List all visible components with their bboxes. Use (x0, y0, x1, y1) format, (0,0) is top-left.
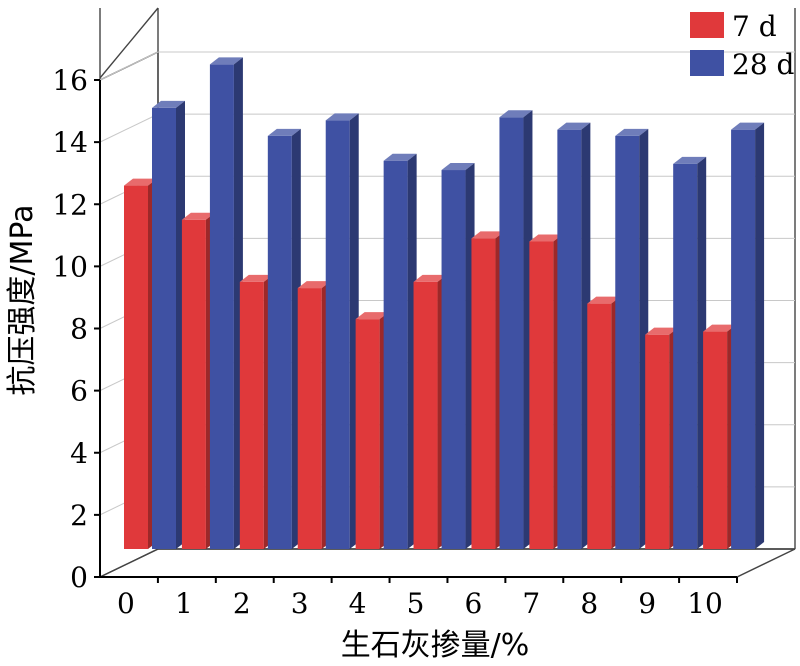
x-tick-label: 10 (687, 587, 723, 620)
bar-top (471, 231, 505, 239)
chart-bars (124, 57, 765, 550)
bar-top (529, 234, 563, 242)
y-tick-labels: 0 2 4 6 8 10 12 14 16 (52, 64, 88, 594)
bar-front (731, 129, 756, 549)
legend-label: 28 d (732, 48, 795, 81)
bar-28d-7 (557, 122, 591, 549)
bar-top (557, 122, 591, 130)
bar-28d-2 (267, 128, 301, 549)
bar-top (587, 296, 621, 304)
bar-front (209, 64, 234, 550)
legend-item: 28 d (690, 48, 795, 81)
y-tick-label: 0 (70, 561, 88, 594)
bar-top (325, 113, 359, 121)
bar-front (124, 185, 148, 549)
grid-line-side (99, 51, 159, 81)
bar-front (383, 160, 408, 549)
floor (99, 548, 796, 578)
grid-line-side (99, 113, 159, 143)
bar-top (297, 281, 331, 289)
y-tick-label: 10 (52, 250, 88, 283)
x-tick-label: 4 (349, 587, 367, 620)
bar-top (413, 274, 447, 282)
y-axis-title: 抗压强度/MPa (5, 204, 40, 395)
bar-top (645, 327, 679, 335)
legend: 7 d 28 d (690, 10, 795, 81)
bar-28d-0 (152, 100, 185, 549)
bar-front (703, 331, 728, 549)
bar-front (645, 334, 670, 549)
bar-front (673, 163, 698, 549)
chart-axes (94, 79, 738, 583)
bar-top (181, 212, 215, 220)
legend-item: 7 d (690, 10, 777, 43)
x-tick-label: 3 (291, 587, 309, 620)
bar-28d-9 (673, 156, 707, 549)
y-tick-label: 4 (70, 437, 88, 470)
bar-28d-3 (325, 113, 359, 550)
bar-28d-6 (499, 110, 533, 549)
bar-front (181, 219, 206, 550)
bar-front (413, 281, 438, 549)
bar-front (499, 117, 524, 549)
bar-front (325, 120, 350, 550)
bar-top (499, 110, 533, 118)
bar-28d-10 (731, 122, 765, 549)
bar-front (297, 288, 322, 549)
bar-front (557, 129, 582, 549)
bar-front (355, 319, 380, 549)
bar-front (441, 170, 466, 549)
bar-top (124, 178, 157, 186)
x-axis-title: 生石灰掺量/% (341, 628, 530, 663)
legend-swatch (690, 50, 724, 76)
bar-top (267, 128, 301, 136)
x-tick-label: 9 (638, 587, 656, 620)
bar-top (239, 274, 273, 282)
bar-front (471, 238, 496, 549)
x-tick-label: 6 (464, 587, 482, 620)
bar-front (615, 135, 640, 549)
y-tick-label: 6 (70, 375, 88, 408)
x-tick-label: 5 (407, 587, 425, 620)
bar-top (441, 163, 475, 171)
bar-28d-8 (615, 128, 649, 549)
bar-top (673, 156, 707, 164)
x-tick-label: 2 (233, 587, 251, 620)
bar-top (209, 57, 243, 65)
y-tick-label: 14 (52, 126, 88, 159)
bar-28d-5 (441, 163, 475, 549)
y-tick-label: 8 (70, 313, 88, 346)
y-tick-label: 2 (70, 499, 88, 532)
x-tick-label: 1 (175, 587, 193, 620)
x-tick-label: 0 (117, 587, 135, 620)
legend-label: 7 d (732, 10, 777, 43)
x-tick-labels: 0 1 2 3 4 5 6 7 8 9 10 (117, 587, 723, 620)
y-tick-label: 12 (52, 188, 88, 221)
legend-swatch (690, 12, 724, 38)
wall-edge (99, 7, 159, 79)
bar-front (587, 303, 612, 549)
bar-28d-4 (383, 153, 417, 549)
bar-top (615, 128, 649, 136)
bar-front (152, 107, 176, 549)
bar-top (703, 324, 737, 332)
bar-front (239, 281, 264, 549)
y-tick-label: 16 (52, 64, 88, 97)
bar-top (152, 100, 185, 108)
bar-side (755, 122, 765, 549)
x-tick-label: 7 (522, 587, 540, 620)
x-tick-label: 8 (580, 587, 598, 620)
bar-front (267, 135, 292, 549)
bar-28d-1 (209, 57, 243, 550)
bar-top (355, 312, 389, 320)
bar-top (383, 153, 417, 161)
bar-front (529, 241, 554, 549)
bar-top (731, 122, 765, 130)
